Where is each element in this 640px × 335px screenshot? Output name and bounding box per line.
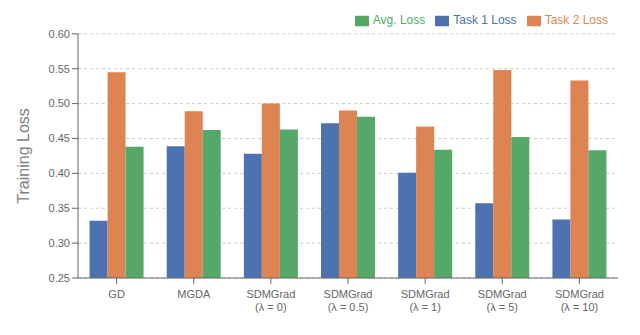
svg-text:SDMGrad(λ = 0): SDMGrad(λ = 0) <box>246 288 295 313</box>
svg-text:0.55: 0.55 <box>49 63 70 75</box>
svg-text:SDMGrad(λ = 5): SDMGrad(λ = 5) <box>478 288 527 313</box>
svg-text:Training Loss: Training Loss <box>15 108 32 203</box>
svg-text:MGDA: MGDA <box>177 288 211 300</box>
html-text:Task 1 Loss: Task 1 Loss <box>453 13 517 27</box>
svg-text:SDMGrad(λ = 10): SDMGrad(λ = 10) <box>555 288 604 313</box>
svg-text:SDMGrad(λ = 1): SDMGrad(λ = 1) <box>401 288 450 313</box>
svg-text:0.40: 0.40 <box>49 167 70 179</box>
svg-text:GD: GD <box>108 288 125 300</box>
svg-text:0.30: 0.30 <box>49 237 70 249</box>
svg-text:SDMGrad(λ = 0.5): SDMGrad(λ = 0.5) <box>324 288 373 313</box>
svg-text:0.45: 0.45 <box>49 132 70 144</box>
svg-text:0.35: 0.35 <box>49 202 70 214</box>
svg-text:0.25: 0.25 <box>49 272 70 284</box>
svg-text:0.50: 0.50 <box>49 97 70 109</box>
html-text:Task 2 Loss: Task 2 Loss <box>544 13 608 27</box>
svg-text:0.60: 0.60 <box>49 28 70 40</box>
html-text:Avg. Loss: Avg. Loss <box>372 13 426 27</box>
